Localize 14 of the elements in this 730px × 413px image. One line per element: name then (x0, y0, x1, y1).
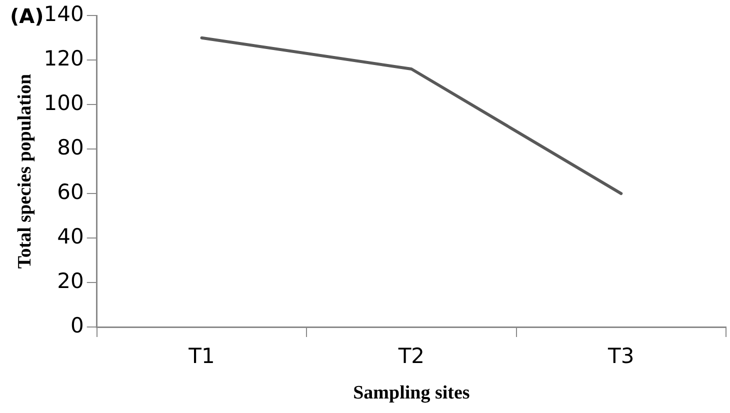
x-tick-label: T3 (607, 344, 634, 368)
y-tick-label: 0 (70, 313, 84, 338)
y-axis-title: Total species population (14, 74, 36, 269)
y-tick-label: 140 (44, 2, 84, 26)
y-tick-label: 100 (44, 91, 84, 116)
y-tick-label: 40 (57, 224, 84, 248)
y-tick-label: 120 (44, 46, 84, 71)
chart-title: (A) (10, 4, 44, 28)
y-tick-label: 60 (57, 180, 84, 204)
x-tick-label: T1 (188, 344, 215, 368)
y-tick-label: 20 (57, 268, 84, 293)
x-axis-title: Sampling sites (353, 382, 470, 404)
y-tick-label: 80 (57, 136, 84, 160)
x-tick-label: T2 (397, 344, 425, 368)
